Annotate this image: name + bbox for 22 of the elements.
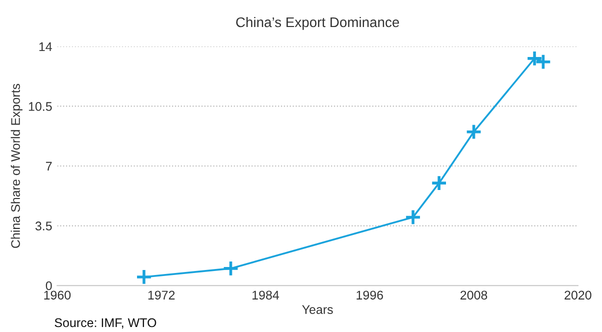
x-axis-title: Years (302, 305, 333, 314)
x-tick-label: 1960 (44, 290, 71, 300)
x-tick-label: 1972 (148, 290, 175, 300)
x-tick-label: 2008 (460, 290, 488, 300)
source-note: Source: IMF, WTO (54, 318, 156, 329)
y-tick-label: 10.5 (28, 102, 52, 111)
x-tick-label: 1984 (252, 290, 280, 300)
point (526, 50, 543, 67)
point (136, 268, 152, 286)
x-tick-label: 1996 (356, 290, 383, 300)
y-tick-label: 7 (46, 162, 52, 171)
x-tick-label: 2020 (564, 290, 592, 300)
point (430, 174, 448, 192)
point (222, 260, 240, 277)
point (404, 208, 422, 226)
point (534, 54, 552, 70)
y-axis-title: China Share of World Exports (10, 84, 22, 248)
point (465, 124, 482, 140)
chart-title: China’s Export Dominance (236, 16, 400, 30)
y-tick-label: 14 (39, 42, 52, 52)
y-tick-label: 3.5 (35, 222, 52, 230)
y-tick-label: 0 (46, 281, 52, 290)
